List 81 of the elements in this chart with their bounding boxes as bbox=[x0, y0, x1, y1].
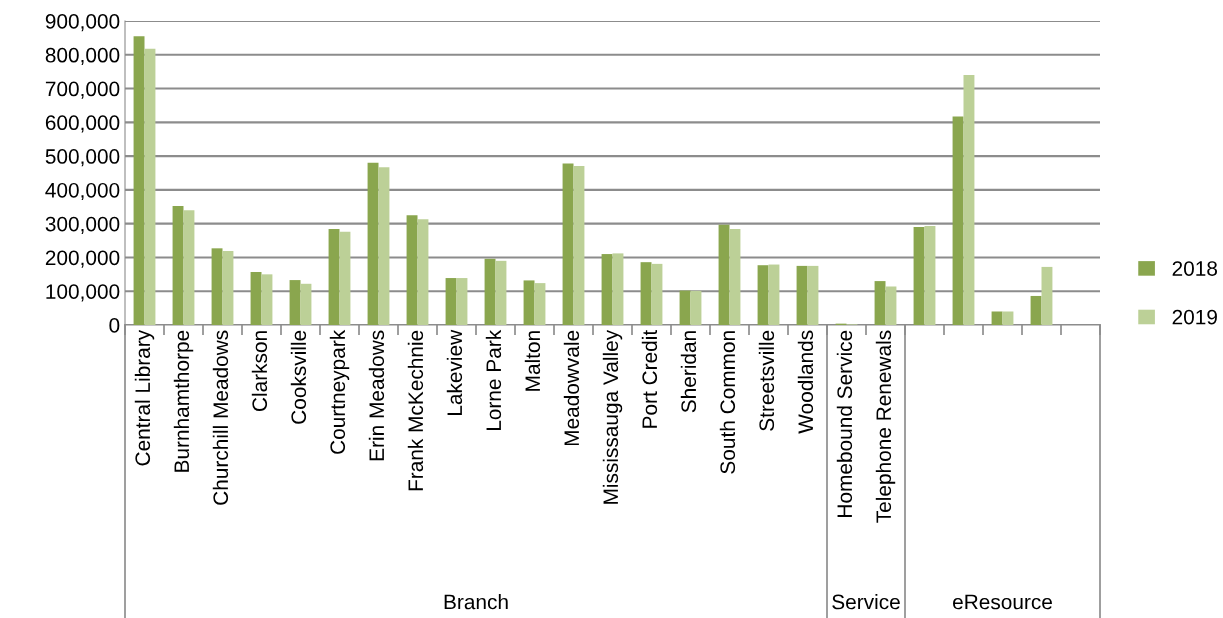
bar bbox=[729, 229, 741, 325]
bar bbox=[562, 163, 574, 325]
bar bbox=[690, 290, 702, 325]
bar bbox=[484, 258, 496, 325]
bar bbox=[913, 227, 925, 325]
bar bbox=[768, 264, 780, 325]
x-tick-label: Clarkson bbox=[251, 331, 268, 411]
y-tick-label: 500,000 bbox=[45, 149, 120, 167]
bar bbox=[367, 162, 379, 325]
legend-label: 2018 bbox=[1172, 261, 1218, 276]
x-tick-label: South Common bbox=[719, 331, 736, 474]
x-tick-label: Malton bbox=[524, 331, 541, 391]
y-tick-label: 700,000 bbox=[45, 81, 120, 99]
bar bbox=[534, 283, 546, 325]
bar bbox=[289, 280, 301, 325]
x-tick-label: Churchill Meadows bbox=[212, 330, 229, 505]
bar bbox=[874, 281, 886, 325]
x-tick-label: Central Library bbox=[134, 329, 155, 466]
y-tick-label: 400,000 bbox=[45, 182, 120, 201]
y-tick-label: 900,000 bbox=[45, 14, 120, 32]
x-tick-label: Lorne Park bbox=[485, 329, 502, 431]
x-tick-label: Burnhamthorpe bbox=[173, 330, 194, 472]
x-tick-label: Mississauga Valley bbox=[602, 329, 623, 504]
bar bbox=[601, 254, 613, 325]
bar bbox=[640, 262, 652, 325]
text: eResource bbox=[953, 594, 1052, 610]
bar bbox=[495, 260, 507, 325]
bar bbox=[183, 210, 195, 325]
legend-label: 2019 bbox=[1172, 309, 1217, 325]
bar bbox=[300, 283, 312, 325]
bar bbox=[261, 274, 273, 325]
bar bbox=[952, 116, 964, 325]
bar bbox=[378, 167, 390, 325]
y-tick-label: 300,000 bbox=[45, 216, 120, 234]
bar bbox=[796, 265, 808, 325]
text: Branch bbox=[444, 594, 508, 610]
x-tick-label: Erin Meadows bbox=[368, 330, 385, 461]
y-tick-label: 0 bbox=[109, 318, 120, 333]
bar bbox=[1030, 295, 1042, 325]
bar bbox=[328, 229, 340, 325]
x-tick-label: Courtneypark bbox=[329, 329, 350, 454]
bar bbox=[991, 311, 1003, 325]
text: Service bbox=[832, 594, 900, 610]
x-tick-label: Lakeview bbox=[446, 329, 463, 415]
bar bbox=[1041, 266, 1053, 325]
bar bbox=[885, 286, 897, 325]
bar bbox=[417, 219, 429, 325]
x-tick-label: Sheridan bbox=[680, 331, 697, 413]
bar bbox=[144, 48, 156, 325]
bar bbox=[250, 271, 262, 325]
bar bbox=[172, 206, 184, 325]
y-tick-label: 600,000 bbox=[45, 115, 120, 133]
bar bbox=[339, 231, 351, 325]
bar bbox=[211, 248, 223, 325]
bar bbox=[456, 278, 468, 325]
x-tick-label: Homebound Service bbox=[836, 330, 853, 517]
bar bbox=[406, 215, 418, 325]
bar bbox=[573, 165, 585, 325]
y-tick-label: 100,000 bbox=[46, 284, 120, 302]
y-tick-label: 200,000 bbox=[45, 250, 120, 268]
bar bbox=[133, 36, 145, 325]
bar bbox=[523, 280, 535, 325]
x-tick-label: Streetsville bbox=[758, 330, 775, 431]
bar bbox=[612, 253, 624, 325]
bar bbox=[222, 251, 234, 325]
bar bbox=[924, 226, 936, 325]
bar bbox=[651, 263, 663, 325]
x-tick-label: Meadowvale bbox=[563, 330, 580, 446]
bar bbox=[445, 278, 457, 325]
bar bbox=[963, 75, 975, 325]
x-tick-label: Port Credit bbox=[641, 330, 658, 428]
x-tick-label: Telephone Renewals bbox=[875, 330, 896, 523]
bar bbox=[1002, 311, 1014, 325]
y-tick-label: 800,000 bbox=[45, 47, 120, 65]
bar bbox=[807, 265, 819, 325]
bar bbox=[679, 290, 691, 325]
x-tick-label: Cooksville bbox=[290, 330, 307, 424]
bar bbox=[757, 265, 769, 325]
x-tick-label: Frank McKechnie bbox=[407, 330, 424, 491]
x-tick-label: Woodlands bbox=[797, 330, 814, 434]
bar bbox=[718, 224, 730, 325]
